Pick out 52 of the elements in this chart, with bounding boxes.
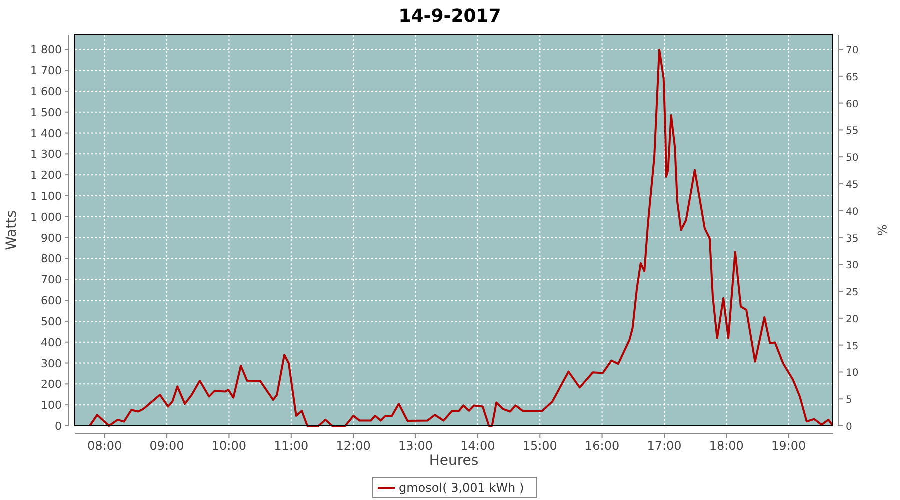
x-tick-label: 12:00 bbox=[336, 439, 371, 453]
y-tick-label: 300 bbox=[41, 357, 62, 370]
y2-tick-label: 50 bbox=[846, 153, 859, 164]
y-tick-label: 1 100 bbox=[30, 190, 62, 203]
y2-tick-label: 70 bbox=[846, 46, 859, 57]
y-tick-label: 700 bbox=[41, 274, 62, 287]
y2-tick-label: 25 bbox=[846, 288, 859, 299]
y2-tick-label: 40 bbox=[846, 206, 859, 218]
legend-label: gmosol( 3,001 kWh ) bbox=[399, 481, 524, 495]
y-tick-label: 1 700 bbox=[30, 64, 62, 78]
y-tick-label: 600 bbox=[41, 294, 62, 308]
y2-tick-label: 55 bbox=[846, 126, 859, 138]
x-tick-label: 15:00 bbox=[522, 439, 558, 453]
y-tick-label: 1 800 bbox=[30, 44, 62, 57]
y2-tick-label: 10 bbox=[846, 368, 859, 380]
y-tick-label: 200 bbox=[41, 378, 62, 392]
y2-axis-title: % bbox=[875, 224, 889, 236]
x-tick-label: 17:00 bbox=[647, 439, 682, 453]
y2-tick-label: 30 bbox=[846, 260, 859, 272]
x-tick-label: 18:00 bbox=[709, 439, 744, 453]
y-tick-label: 900 bbox=[41, 232, 62, 245]
y-tick-label: 400 bbox=[41, 336, 62, 350]
x-tick-label: 10:00 bbox=[212, 439, 247, 453]
x-tick-label: 16:00 bbox=[585, 439, 620, 453]
y2-tick-label: 35 bbox=[846, 234, 859, 245]
y2-tick-label: 65 bbox=[846, 72, 859, 84]
y2-tick-label: 5 bbox=[846, 395, 852, 406]
y-tick-label: 0 bbox=[55, 420, 62, 433]
x-tick-label: 13:00 bbox=[398, 439, 434, 453]
y2-tick-label: 15 bbox=[846, 341, 859, 352]
y-tick-label: 100 bbox=[41, 399, 62, 412]
x-tick-label: 08:00 bbox=[88, 439, 122, 453]
y-tick-label: 1 600 bbox=[30, 85, 62, 98]
y-tick-label: 1 500 bbox=[30, 106, 62, 120]
y-tick-label: 800 bbox=[41, 252, 62, 266]
y-tick-label: 500 bbox=[41, 315, 62, 328]
x-tick-label: 19:00 bbox=[772, 439, 806, 453]
y2-tick-label: 20 bbox=[846, 314, 859, 326]
y-tick-label: 1 200 bbox=[30, 169, 62, 182]
line-series bbox=[88, 48, 834, 427]
y2-tick-label: 60 bbox=[846, 99, 859, 110]
y2-tick-label: 0 bbox=[846, 422, 852, 433]
x-tick-label: 11:00 bbox=[274, 439, 309, 453]
y-tick-label: 1 300 bbox=[30, 148, 62, 162]
chart-title: 14-9-2017 bbox=[398, 6, 502, 27]
y-tick-label: 1 400 bbox=[30, 127, 62, 140]
x-tick-label: 09:00 bbox=[150, 439, 184, 453]
x-tick-label: 14:00 bbox=[460, 439, 496, 453]
y-axis-title: Watts bbox=[4, 210, 20, 250]
y2-tick-label: 45 bbox=[846, 180, 859, 191]
y-tick-label: 1 000 bbox=[30, 210, 62, 224]
x-axis-title: Heures bbox=[429, 453, 479, 469]
